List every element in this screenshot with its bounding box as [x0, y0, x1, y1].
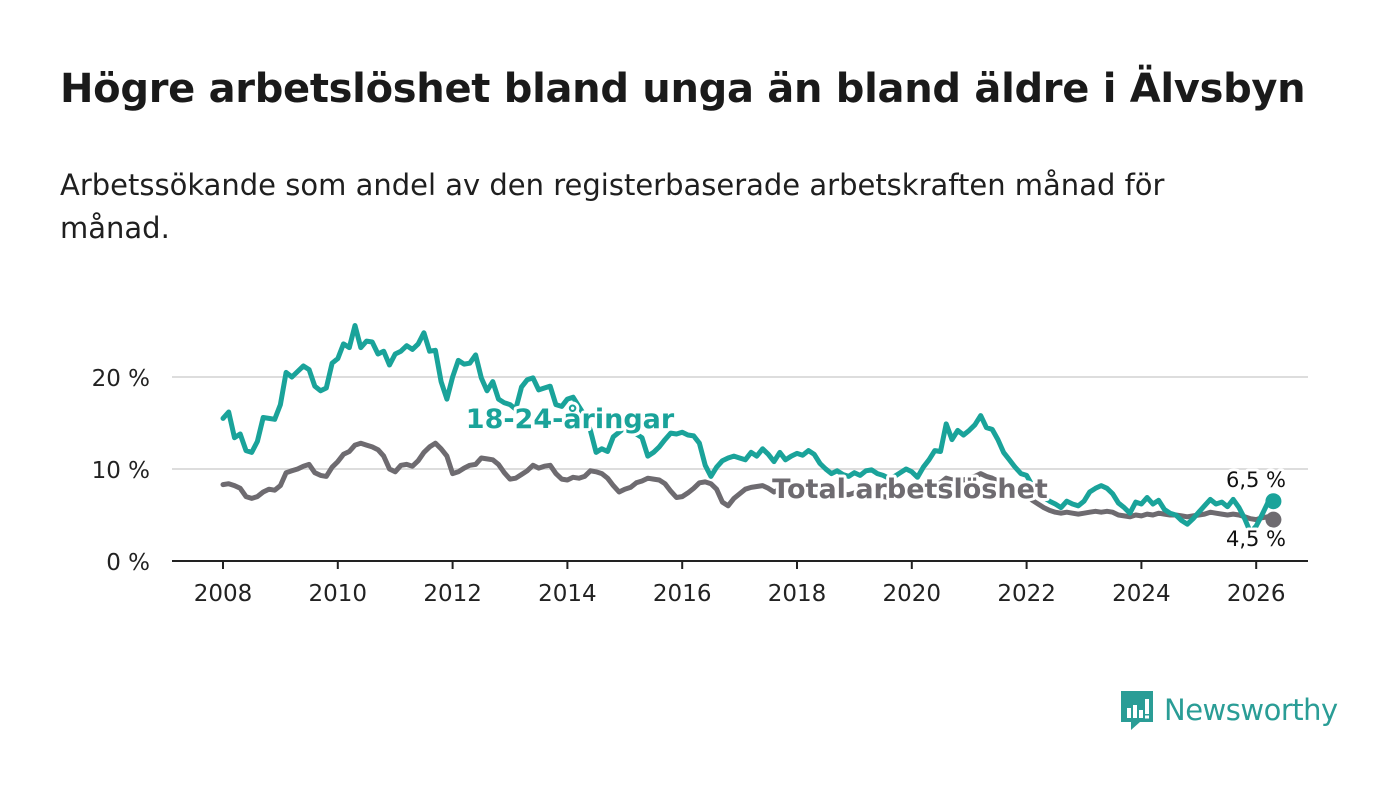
x-tick-label: 2010: [309, 581, 368, 607]
x-tick-label: 2008: [194, 581, 253, 607]
series-line-total: [220, 440, 1276, 523]
brand-name: Newsworthy: [1164, 693, 1338, 727]
newsworthy-logo-icon: [1121, 691, 1153, 730]
x-tick-label: 2014: [538, 581, 597, 607]
end-marker-total: [1265, 511, 1282, 528]
newsworthy-logo: Newsworthy: [1118, 688, 1338, 732]
chart-title: Högre arbetslöshet bland unga än bland ä…: [60, 66, 1306, 112]
end-value-label-total: 4,5 %: [1226, 527, 1286, 551]
x-tick-label: 2020: [883, 581, 942, 607]
x-tick-label: 2012: [423, 581, 482, 607]
series-label-total: Total arbetslöshet: [772, 474, 1048, 505]
chart-subtitle: Arbetssökande som andel av den registerb…: [60, 168, 1165, 245]
end-marker-youth: [1265, 493, 1282, 510]
y-tick-label: 20 %: [92, 366, 150, 392]
series-line-youth: [220, 323, 1276, 535]
x-tick-label: 2026: [1227, 581, 1286, 607]
series-label-youth: 18-24-åringar: [466, 403, 675, 435]
end-value-label-youth: 6,5 %: [1226, 468, 1286, 492]
x-tick-label: 2022: [997, 581, 1056, 607]
x-tick-label: 2016: [653, 581, 712, 607]
y-tick-label: 10 %: [92, 458, 150, 484]
y-tick-label: 0 %: [106, 550, 150, 576]
x-tick-label: 2024: [1112, 581, 1171, 607]
x-tick-label: 2018: [768, 581, 827, 607]
